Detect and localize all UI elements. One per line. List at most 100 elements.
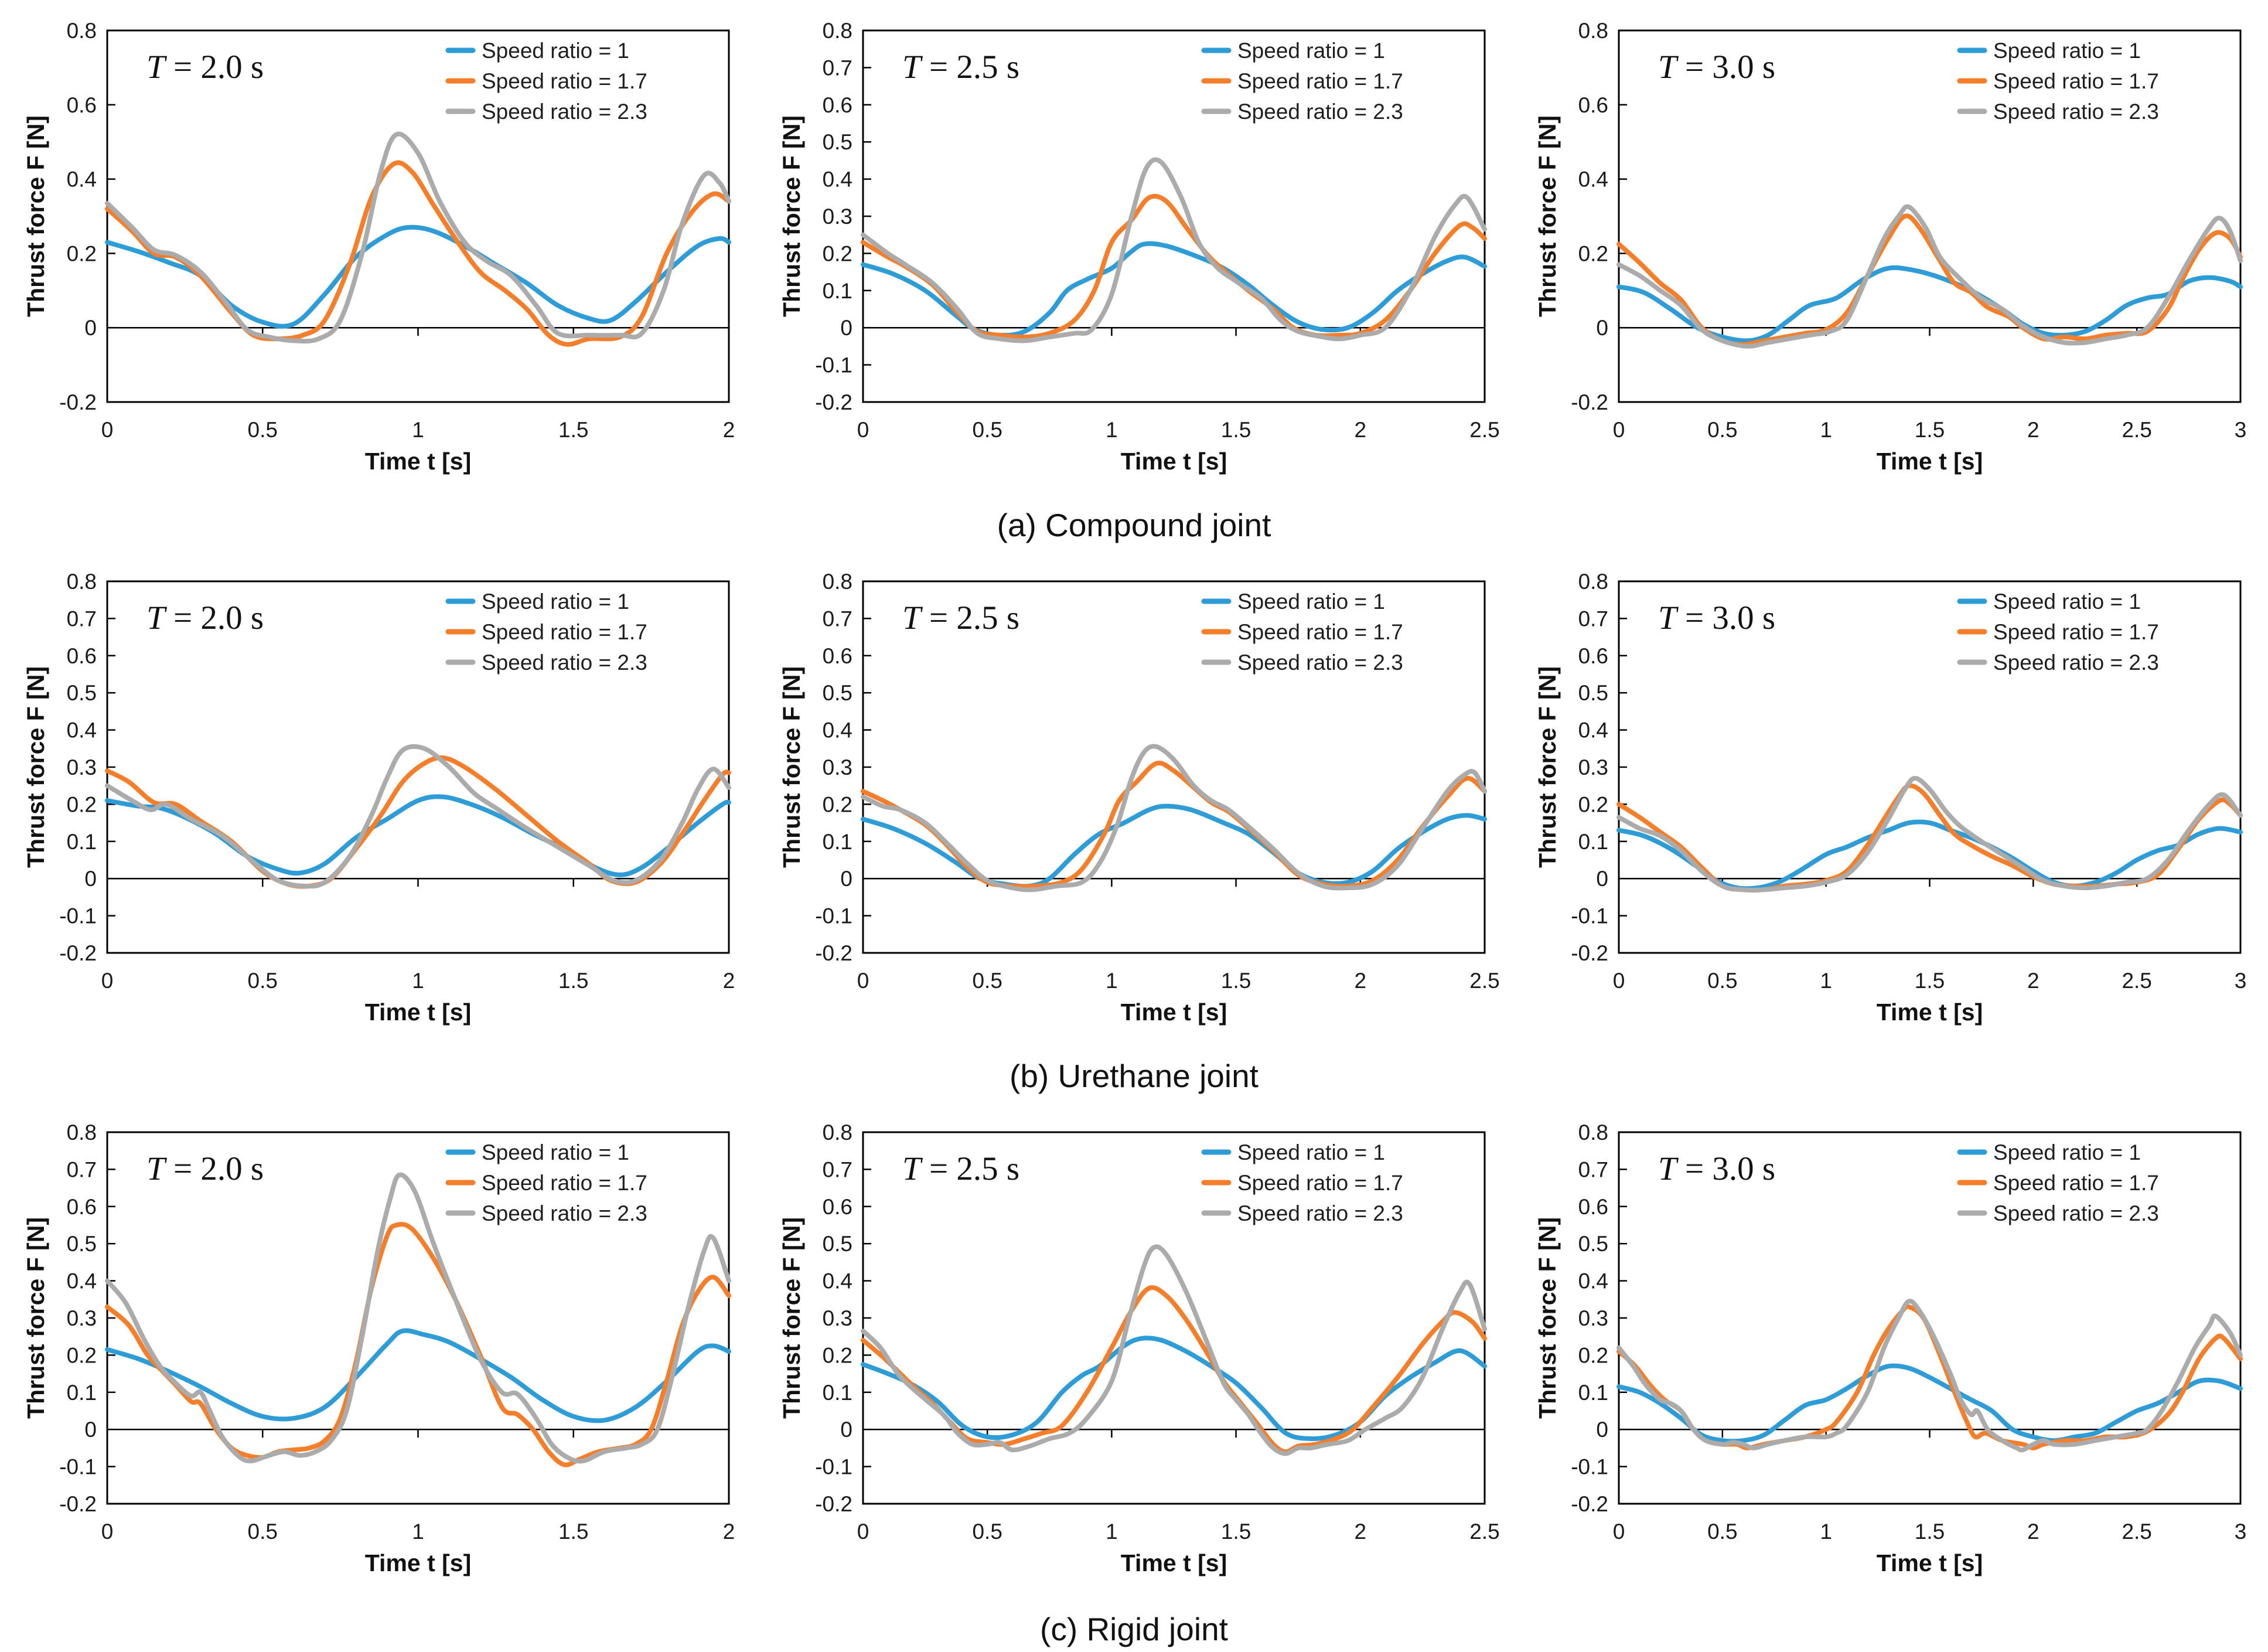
y-tick-label: 0 [1596,1418,1608,1442]
x-tick-label: 0 [1613,418,1625,442]
y-tick-label: 0.2 [67,792,97,816]
y-tick-label: 0.3 [1578,755,1608,779]
x-tick-label: 0 [1613,1520,1625,1544]
series-line-speed-ratio-1-7 [861,1285,1487,1455]
series-line-speed-ratio-1 [1616,1363,2243,1444]
plot-frame [1618,29,2242,403]
chart-cell-urethane-t20: -0.2 -0.1 0 0.1 0.2 0.3 0.4 0.5 0.6 0.7 0.8 0 0.5 1 1.… [0,551,756,1102]
legend-label: Speed ratio = 2.3 [482,100,647,124]
series-line-speed-ratio-1 [861,1336,1487,1442]
x-tick-label: 1.5 [1915,1520,1945,1544]
x-tick-label: 0.5 [1707,418,1737,442]
y-tick-label: 0.1 [67,1381,97,1405]
x-tick-label: 1 [412,969,424,993]
x-tick-label: 2 [723,1520,735,1544]
plot-frame [106,29,730,403]
legend-label: Speed ratio = 1.7 [1993,69,2159,93]
y-tick-label: 0.7 [67,1157,97,1181]
x-tick-label: 0.5 [248,1520,278,1544]
y-tick-label: 0.5 [823,130,852,154]
y-tick-label: 0.4 [823,168,852,192]
chart-cell-rigid-t20: -0.2 -0.1 0 0.1 0.2 0.3 0.4 0.5 0.6 0.7 0.8 0 0.5 1 1.… [0,1102,756,1652]
y-tick-label: -0.2 [1571,390,1608,414]
x-tick-label: 1 [1820,1520,1832,1544]
x-tick-label: 1.5 [558,418,588,442]
y-tick-label: -0.1 [815,353,852,377]
y-tick-label: 0.3 [67,1306,97,1330]
x-tick-label: 1 [1820,969,1832,993]
chart-rigid-t25: -0.2 -0.1 0 0.1 0.2 0.3 0.4 0.5 0.6 0.7 0.8 0 0.5 1 1.… [778,1120,1500,1576]
x-axis-title: Time t [s] [1877,448,1983,475]
legend-label: Speed ratio = 1 [1237,1140,1385,1164]
chart-title: T = 3.0 s [1658,1150,1775,1187]
legend-label: Speed ratio = 1 [1993,1140,2141,1164]
legend-label: Speed ratio = 2.3 [1993,650,2159,675]
x-tick-label: 1 [412,418,424,442]
legend-label: Speed ratio = 1.7 [1993,620,2159,644]
y-tick-label: 0.2 [1578,792,1608,816]
legend-label: Speed ratio = 2.3 [1237,100,1403,124]
y-axis-title: Thrust force F [N] [778,115,805,317]
chart-title: T = 2.5 s [902,600,1019,636]
x-axis-title: Time t [s] [1877,999,1983,1026]
y-tick-label: -0.2 [1571,941,1608,965]
series-line-speed-ratio-1 [105,794,731,877]
series-line-speed-ratio-1-7 [105,160,731,347]
y-tick-label: 0 [84,316,97,340]
x-tick-label: 2.5 [1469,418,1499,442]
y-axis-title: Thrust force F [N] [1534,115,1561,317]
chart-title: T = 2.0 s [146,1150,264,1187]
x-tick-label: 2.5 [2122,969,2151,993]
y-tick-label: 0.5 [1578,681,1608,705]
x-tick-label: 0.5 [248,418,278,442]
x-axis-title: Time t [s] [1121,448,1227,475]
y-tick-label: -0.1 [59,1455,97,1479]
series-line-speed-ratio-2-3 [861,157,1487,343]
chart-urethane-t20: -0.2 -0.1 0 0.1 0.2 0.3 0.4 0.5 0.6 0.7 0.8 0 0.5 1 1.… [22,570,735,1026]
y-tick-label: 0 [1596,316,1608,340]
y-tick-label: 0.8 [1578,19,1608,43]
chart-cell-compound-t25: -0.2 -0.1 0 0.1 0.2 0.3 0.4 0.5 0.6 0.7 0.8 0 0.5 1 1.… [756,0,1512,551]
y-tick-label: 0.2 [823,1343,852,1367]
x-tick-label: 2 [1355,969,1367,993]
y-tick-label: 0.8 [823,570,852,594]
legend-label: Speed ratio = 1.7 [482,1171,647,1195]
y-tick-label: 0.6 [823,644,852,668]
y-tick-label: 0.6 [823,1195,852,1219]
x-tick-label: 2 [2027,1520,2040,1544]
series-line-speed-ratio-2-3 [861,1244,1487,1456]
chart-cell-rigid-t30: -0.2 -0.1 0 0.1 0.2 0.3 0.4 0.5 0.6 0.7 0.8 0 0.5 1 1.… [1512,1102,2267,1652]
x-tick-label: 3 [2235,1520,2247,1544]
x-tick-label: 2 [723,418,735,442]
chart-cell-compound-t30: -0.2 0 0.2 0.4 0.6 0.8 0 0.5 1 1.5 2 2.5 3 Thrust for… [1512,0,2267,551]
chart-urethane-t25: -0.2 -0.1 0 0.1 0.2 0.3 0.4 0.5 0.6 0.7 0.8 0 0.5 1 1.… [778,570,1500,1026]
y-tick-label: 0.5 [1578,1232,1608,1256]
y-tick-label: 0.7 [823,56,852,80]
y-axis-title: Thrust force F [N] [22,1217,49,1419]
y-tick-label: 0 [84,867,97,891]
y-tick-label: -0.2 [815,390,852,414]
series-line-speed-ratio-2-3 [861,744,1487,893]
series-line-speed-ratio-2-3 [105,131,731,344]
x-tick-label: 1.5 [1915,969,1945,993]
x-tick-label: 2.5 [2122,418,2151,442]
y-tick-label: 0 [840,867,852,891]
y-tick-label: 0.7 [67,607,97,631]
x-tick-label: 1.5 [1915,418,1945,442]
y-tick-label: 0.1 [1578,830,1608,854]
y-tick-label: 0.3 [67,755,97,779]
y-tick-label: 0.6 [1578,93,1608,117]
chart-title: T = 2.5 s [902,1150,1019,1187]
y-tick-label: 0.3 [1578,1306,1608,1330]
chart-urethane-t30: -0.2 -0.1 0 0.1 0.2 0.3 0.4 0.5 0.6 0.7 0.8 0 0.5 1 1.… [1534,570,2246,1026]
y-tick-label: 0.1 [823,279,852,303]
y-tick-label: 0.2 [1578,1343,1608,1367]
y-tick-label: -0.1 [815,904,852,928]
y-tick-label: 0.4 [67,718,97,742]
series-line-speed-ratio-2-3 [105,744,731,889]
x-tick-label: 1 [1106,418,1118,442]
y-tick-label: 0.2 [67,1343,97,1367]
x-axis-title: Time t [s] [1121,1549,1227,1576]
